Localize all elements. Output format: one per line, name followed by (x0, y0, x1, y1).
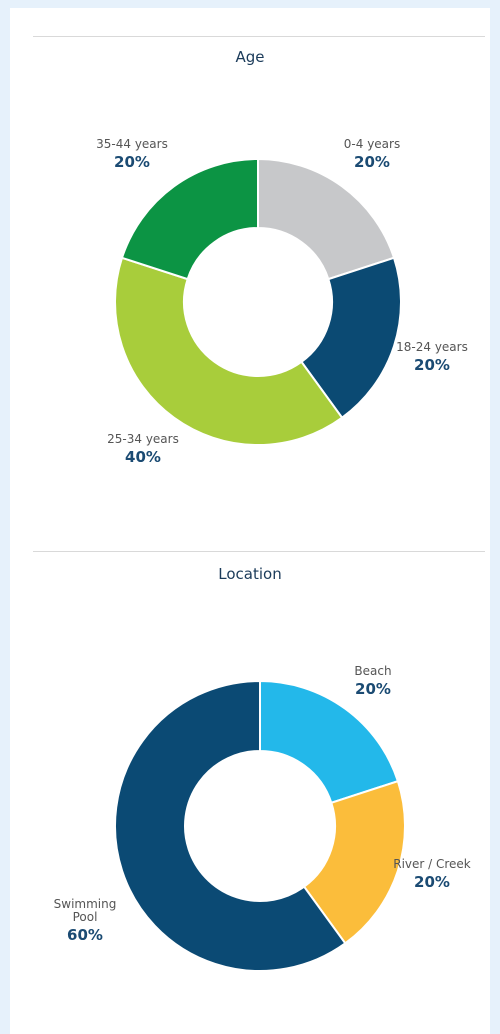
charts (114, 157, 406, 972)
segment-label: 18-24 years 20% (392, 340, 472, 375)
segment-label: 35-44 years 20% (92, 137, 172, 172)
segment-label: River / Creek 20% (392, 857, 472, 892)
value-label: 20% (355, 680, 391, 698)
chart-title: Age (235, 48, 265, 66)
segment-label: Beach 20% (333, 664, 413, 699)
category-label: Swimming Pool (53, 897, 117, 924)
category-label: 18-24 years (396, 340, 468, 354)
panel: Age Location 0-4 years 20% 18-24 years 20% 2… (10, 8, 490, 1034)
donut-segment (300, 256, 402, 420)
value-label: 40% (125, 448, 161, 466)
separator (33, 551, 485, 552)
segment-label: Swimming Pool 60% (45, 897, 125, 945)
donut-segment (114, 256, 344, 446)
donut-segment (257, 157, 396, 281)
donut-segment (259, 679, 400, 805)
value-label: 60% (67, 926, 103, 944)
value-label: 20% (114, 153, 150, 171)
category-label: River / Creek (393, 857, 471, 871)
segment-label: 25-34 years 40% (103, 432, 183, 467)
segment-label: 0-4 years 20% (332, 137, 412, 172)
category-label: 25-34 years (107, 432, 179, 446)
category-label: 0-4 years (343, 137, 401, 151)
chart-title: Location (218, 565, 282, 583)
value-label: 20% (354, 153, 390, 171)
category-label: 35-44 years (96, 137, 168, 151)
donut-segment (120, 157, 259, 281)
donut-segment (114, 679, 347, 972)
category-label: Beach (354, 664, 392, 678)
donut-segment (302, 779, 406, 945)
value-label: 20% (414, 356, 450, 374)
value-label: 20% (414, 873, 450, 891)
separator (33, 36, 485, 37)
